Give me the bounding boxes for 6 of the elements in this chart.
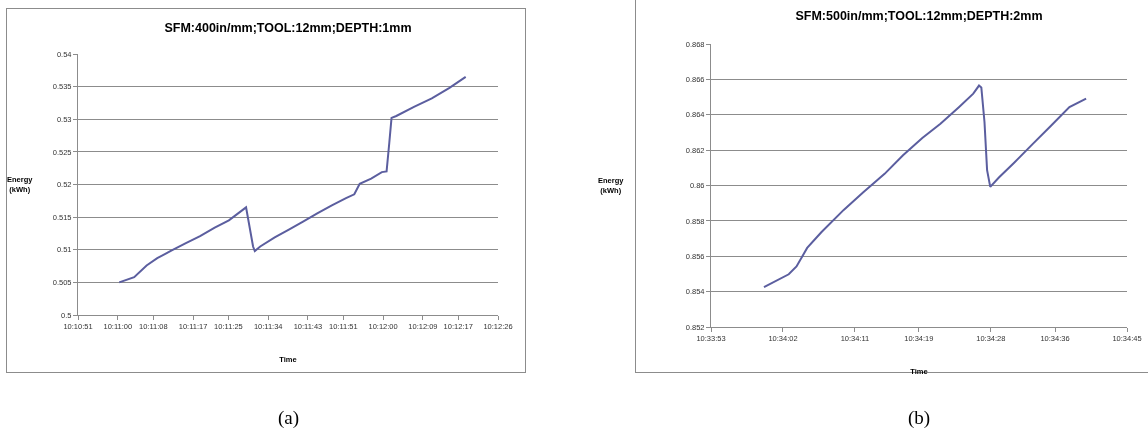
line-series xyxy=(762,84,1088,289)
line-series xyxy=(118,75,467,284)
text: (a) xyxy=(278,407,300,429)
text: (b) xyxy=(908,407,931,429)
chart-title: SFM:400in/mm;TOOL:12mm;DEPTH:1mm xyxy=(164,21,412,36)
chart-title: SFM:500in/mm;TOOL:12mm;DEPTH:2mm xyxy=(795,9,1043,24)
